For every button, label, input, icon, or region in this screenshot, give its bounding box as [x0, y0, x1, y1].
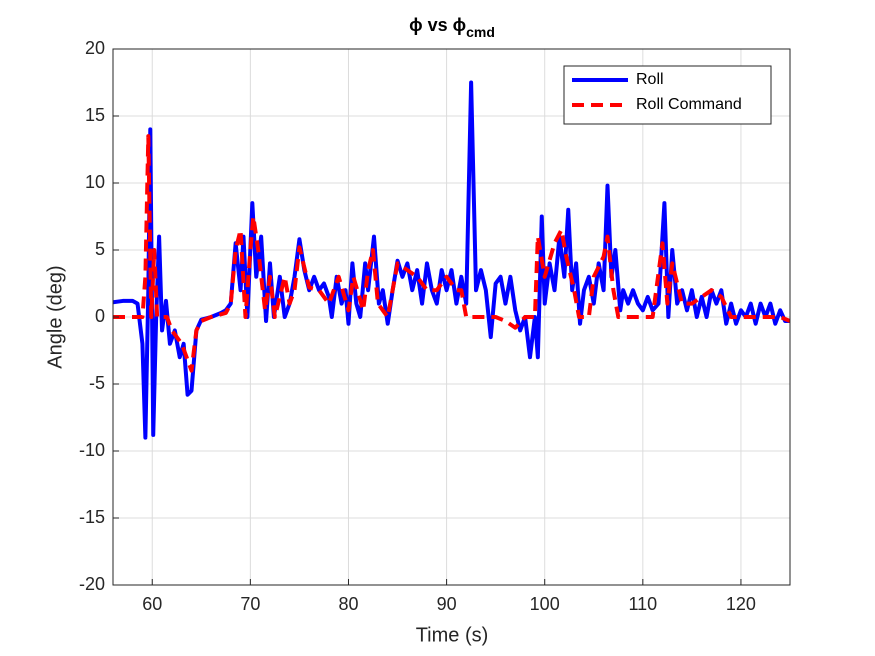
y-tick-label: 15 — [85, 105, 105, 125]
y-tick-label: 0 — [95, 306, 105, 326]
x-tick-label: 70 — [240, 594, 260, 614]
y-tick-label: -10 — [79, 440, 105, 460]
series-line — [113, 80, 790, 440]
y-axis-label: Angle (deg) — [44, 265, 66, 368]
x-tick-label: 120 — [726, 594, 756, 614]
title-main: ϕ vs ϕ — [409, 15, 466, 35]
y-tick-label: 5 — [95, 239, 105, 259]
x-tick-label: 90 — [437, 594, 457, 614]
chart-title: ϕ vs ϕcmd — [409, 15, 495, 40]
y-tick-label: 10 — [85, 172, 105, 192]
lines — [113, 80, 790, 440]
y-tick-label: 20 — [85, 38, 105, 58]
x-tick-label: 60 — [142, 594, 162, 614]
legend-box — [563, 65, 772, 125]
title-subscript: cmd — [466, 24, 495, 40]
x-tick-label: 110 — [628, 594, 657, 614]
legend-label: Roll — [636, 71, 664, 88]
legend-label: Roll Command — [636, 96, 742, 113]
x-tick-label: 80 — [338, 594, 358, 614]
y-tick-label: -5 — [89, 373, 105, 393]
x-tick-label: 100 — [530, 594, 560, 614]
series-line — [113, 134, 790, 373]
y-tick-label: -15 — [79, 507, 105, 527]
x-axis-label: Time (s) — [416, 624, 489, 646]
legend: Roll Roll Command — [563, 65, 772, 125]
ticks: 60 70 80 90 100 110 120 -20 -15 -10 -5 0 5 10 15 20 — [79, 38, 756, 614]
y-tick-label: -20 — [79, 574, 105, 594]
